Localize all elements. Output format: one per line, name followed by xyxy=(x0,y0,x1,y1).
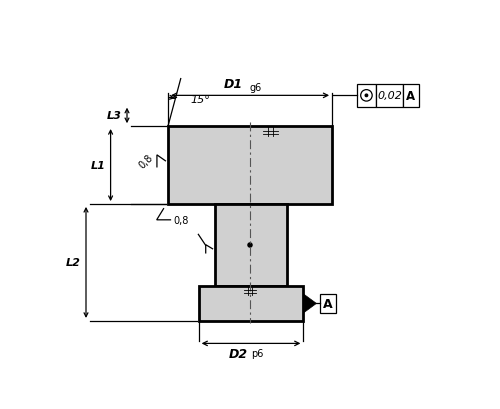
Bar xyxy=(320,294,336,313)
Text: 0,8: 0,8 xyxy=(137,153,155,171)
Text: g6: g6 xyxy=(250,83,262,93)
Bar xyxy=(199,286,304,321)
Text: L1: L1 xyxy=(91,161,106,171)
Text: 15°: 15° xyxy=(190,94,210,104)
Circle shape xyxy=(248,243,252,247)
Text: A: A xyxy=(323,297,332,310)
Text: 0,02: 0,02 xyxy=(377,91,402,101)
Bar xyxy=(403,85,418,108)
Text: 0,8: 0,8 xyxy=(173,216,188,226)
Polygon shape xyxy=(304,294,316,312)
Text: L2: L2 xyxy=(66,258,81,268)
Text: D1: D1 xyxy=(224,78,243,91)
Text: L3: L3 xyxy=(107,111,122,121)
Text: A: A xyxy=(406,90,415,103)
Text: p6: p6 xyxy=(251,348,263,358)
Bar xyxy=(168,127,332,204)
Bar xyxy=(356,85,376,108)
Bar xyxy=(215,204,287,286)
Text: D2: D2 xyxy=(229,347,248,360)
Circle shape xyxy=(365,95,368,97)
Bar xyxy=(376,85,403,108)
